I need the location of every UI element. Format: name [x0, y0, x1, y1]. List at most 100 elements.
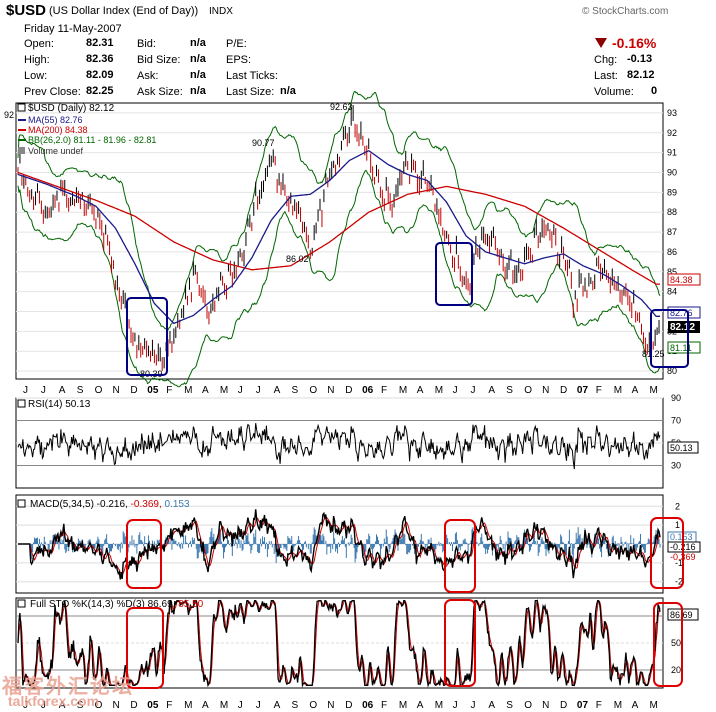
x-tick-label-bottom: N: [542, 700, 549, 711]
highlight-box-red-macd-2: [444, 519, 476, 593]
high-label: High:: [24, 54, 50, 66]
x-tick-label: A: [274, 385, 281, 396]
macd-y-tick: 1: [675, 520, 680, 530]
sto-title-main: Full STO %K(14,3) %D(3) 86.69,: [30, 599, 175, 610]
bb-upper-line: [17, 90, 661, 332]
low-label: Low:: [24, 70, 48, 82]
x-tick-label-bottom: 06: [362, 700, 374, 711]
x-tick-label-bottom: J: [471, 700, 476, 711]
sto-title: Full STO %K(14,3) %D(3) 86.69, 85.50: [30, 599, 204, 610]
sto-k-line: [17, 599, 661, 688]
price-legend: $USD (Daily) 82.12 MA(55) 82.76 MA(200) …: [17, 103, 156, 156]
sto-panel: 205080 Full STO %K(14,3) %D(3) 86.69, 85…: [15, 597, 699, 689]
price-y-tick: 85: [667, 267, 677, 277]
rsi-line: [17, 423, 661, 470]
x-tick-label: S: [506, 385, 513, 396]
x-tick-label-bottom: D: [560, 700, 567, 711]
watermark-site: talkforex.com: [8, 693, 100, 709]
volume-swatch: [18, 147, 25, 154]
x-tick-label: A: [202, 385, 209, 396]
last-label: Last:: [594, 70, 618, 82]
highlight-box-red-sto-3: [653, 602, 683, 687]
price-y-tick: 80: [667, 366, 677, 376]
last-size-value: n/a: [280, 85, 296, 97]
ma200-last-box: [667, 273, 701, 286]
x-tick-label-bottom: A: [274, 700, 281, 711]
macd-line: [18, 509, 661, 580]
x-tick-label: S: [292, 385, 299, 396]
sto-legend-icon: [17, 599, 26, 608]
x-tick-label-bottom: M: [614, 700, 622, 711]
x-tick-label: A: [488, 385, 495, 396]
sto-title-d: 85.50: [175, 599, 203, 610]
macd-legend-icon: [17, 499, 26, 508]
annotation-92: 92: [4, 110, 14, 120]
bb-last-box: [667, 341, 701, 354]
price-y-tick: 93: [667, 108, 677, 118]
rsi-last-box: [667, 441, 699, 454]
price-y-tick: 87: [667, 227, 677, 237]
x-tick-label: N: [113, 385, 120, 396]
x-tick-label-bottom: M: [435, 700, 443, 711]
last-ticks-label: Last Ticks:: [226, 70, 278, 82]
x-tick-label: A: [59, 385, 66, 396]
ma55-legend: MA(55) 82.76: [28, 115, 83, 125]
x-axis-price: J J A S O N D 05 F M A M J J A S O N D 06 F M A M J J A S O N D 07 F M A M: [23, 385, 658, 396]
x-tick-label: O: [309, 385, 317, 396]
bb-lower-line: [17, 169, 661, 388]
x-tick-label: O: [95, 385, 103, 396]
rsi-y-tick: 70: [671, 416, 681, 426]
down-arrow-icon: [595, 38, 607, 48]
rsi-panel: 30507090 RSI(14) 50.13 50.13: [15, 393, 699, 489]
x-tick-label-bottom: F: [381, 700, 387, 711]
sto-y-tick: 20: [671, 665, 681, 675]
x-tick-label-bottom: A: [632, 700, 639, 711]
macd-title-hist: 0.153: [162, 499, 190, 510]
date-line: Friday 11-May-2007: [24, 23, 122, 35]
price-panel: 8081828384858687888990919293 $USD (Daily…: [4, 90, 701, 388]
x-tick-label-bottom: S: [292, 700, 299, 711]
x-tick-label-bottom: A: [488, 700, 495, 711]
bid-size-label: Bid Size:: [137, 54, 181, 66]
legend-box-icon: [17, 103, 26, 112]
x-tick-label: F: [381, 385, 387, 396]
chg-value: -0.13: [627, 53, 653, 65]
pe-label: P/E:: [226, 38, 247, 50]
ask-size-value: n/a: [190, 85, 206, 97]
x-tick-label-bottom: A: [417, 700, 424, 711]
macd-y-tick: 2: [675, 501, 680, 511]
annotation-90-77: 90.77: [252, 138, 275, 148]
ma200-last-label: 84.38: [670, 275, 693, 285]
rsi-y-tick: 30: [671, 461, 681, 471]
x-tick-label: J: [256, 385, 261, 396]
bb-last-label: 81.11: [670, 343, 692, 353]
ma200-legend: MA(200) 84.38: [28, 125, 88, 135]
macd-y-tick: -2: [675, 577, 683, 587]
x-tick-label: J: [41, 385, 46, 396]
price-y-tick: 88: [667, 207, 677, 217]
x-tick-label: M: [399, 385, 407, 396]
x-tick-label: N: [542, 385, 549, 396]
x-tick-label-bottom: A: [202, 700, 209, 711]
symbol-name: (US Dollar Index (End of Day)): [49, 5, 199, 17]
price-y-tick: 84: [667, 287, 677, 297]
annotation-92-63: 92.63: [330, 102, 353, 112]
annotation-81-25: 81.25: [642, 349, 665, 359]
bid-value: n/a: [190, 37, 206, 49]
x-tick-label-bottom: F: [166, 700, 172, 711]
highlight-box-blue-1: [126, 297, 168, 376]
price-last-label: 82.12: [670, 322, 695, 333]
x-tick-label: J: [23, 385, 28, 396]
x-tick-label: F: [596, 385, 602, 396]
x-tick-label: A: [417, 385, 424, 396]
x-tick-label: M: [650, 385, 658, 396]
macd-panel: -2-1012 MACD(5,34,5) -0.216, -0.369, 0.1…: [15, 494, 701, 594]
highlight-box-red-sto-1: [126, 607, 164, 689]
x-tick-label-bottom: F: [596, 700, 602, 711]
x-tick-label-bottom: A: [59, 700, 66, 711]
x-tick-label: M: [435, 385, 443, 396]
x-tick-label: D: [130, 385, 137, 396]
highlight-box-red-macd-3: [650, 517, 684, 589]
annotation-86-02: 86.02: [286, 254, 309, 264]
